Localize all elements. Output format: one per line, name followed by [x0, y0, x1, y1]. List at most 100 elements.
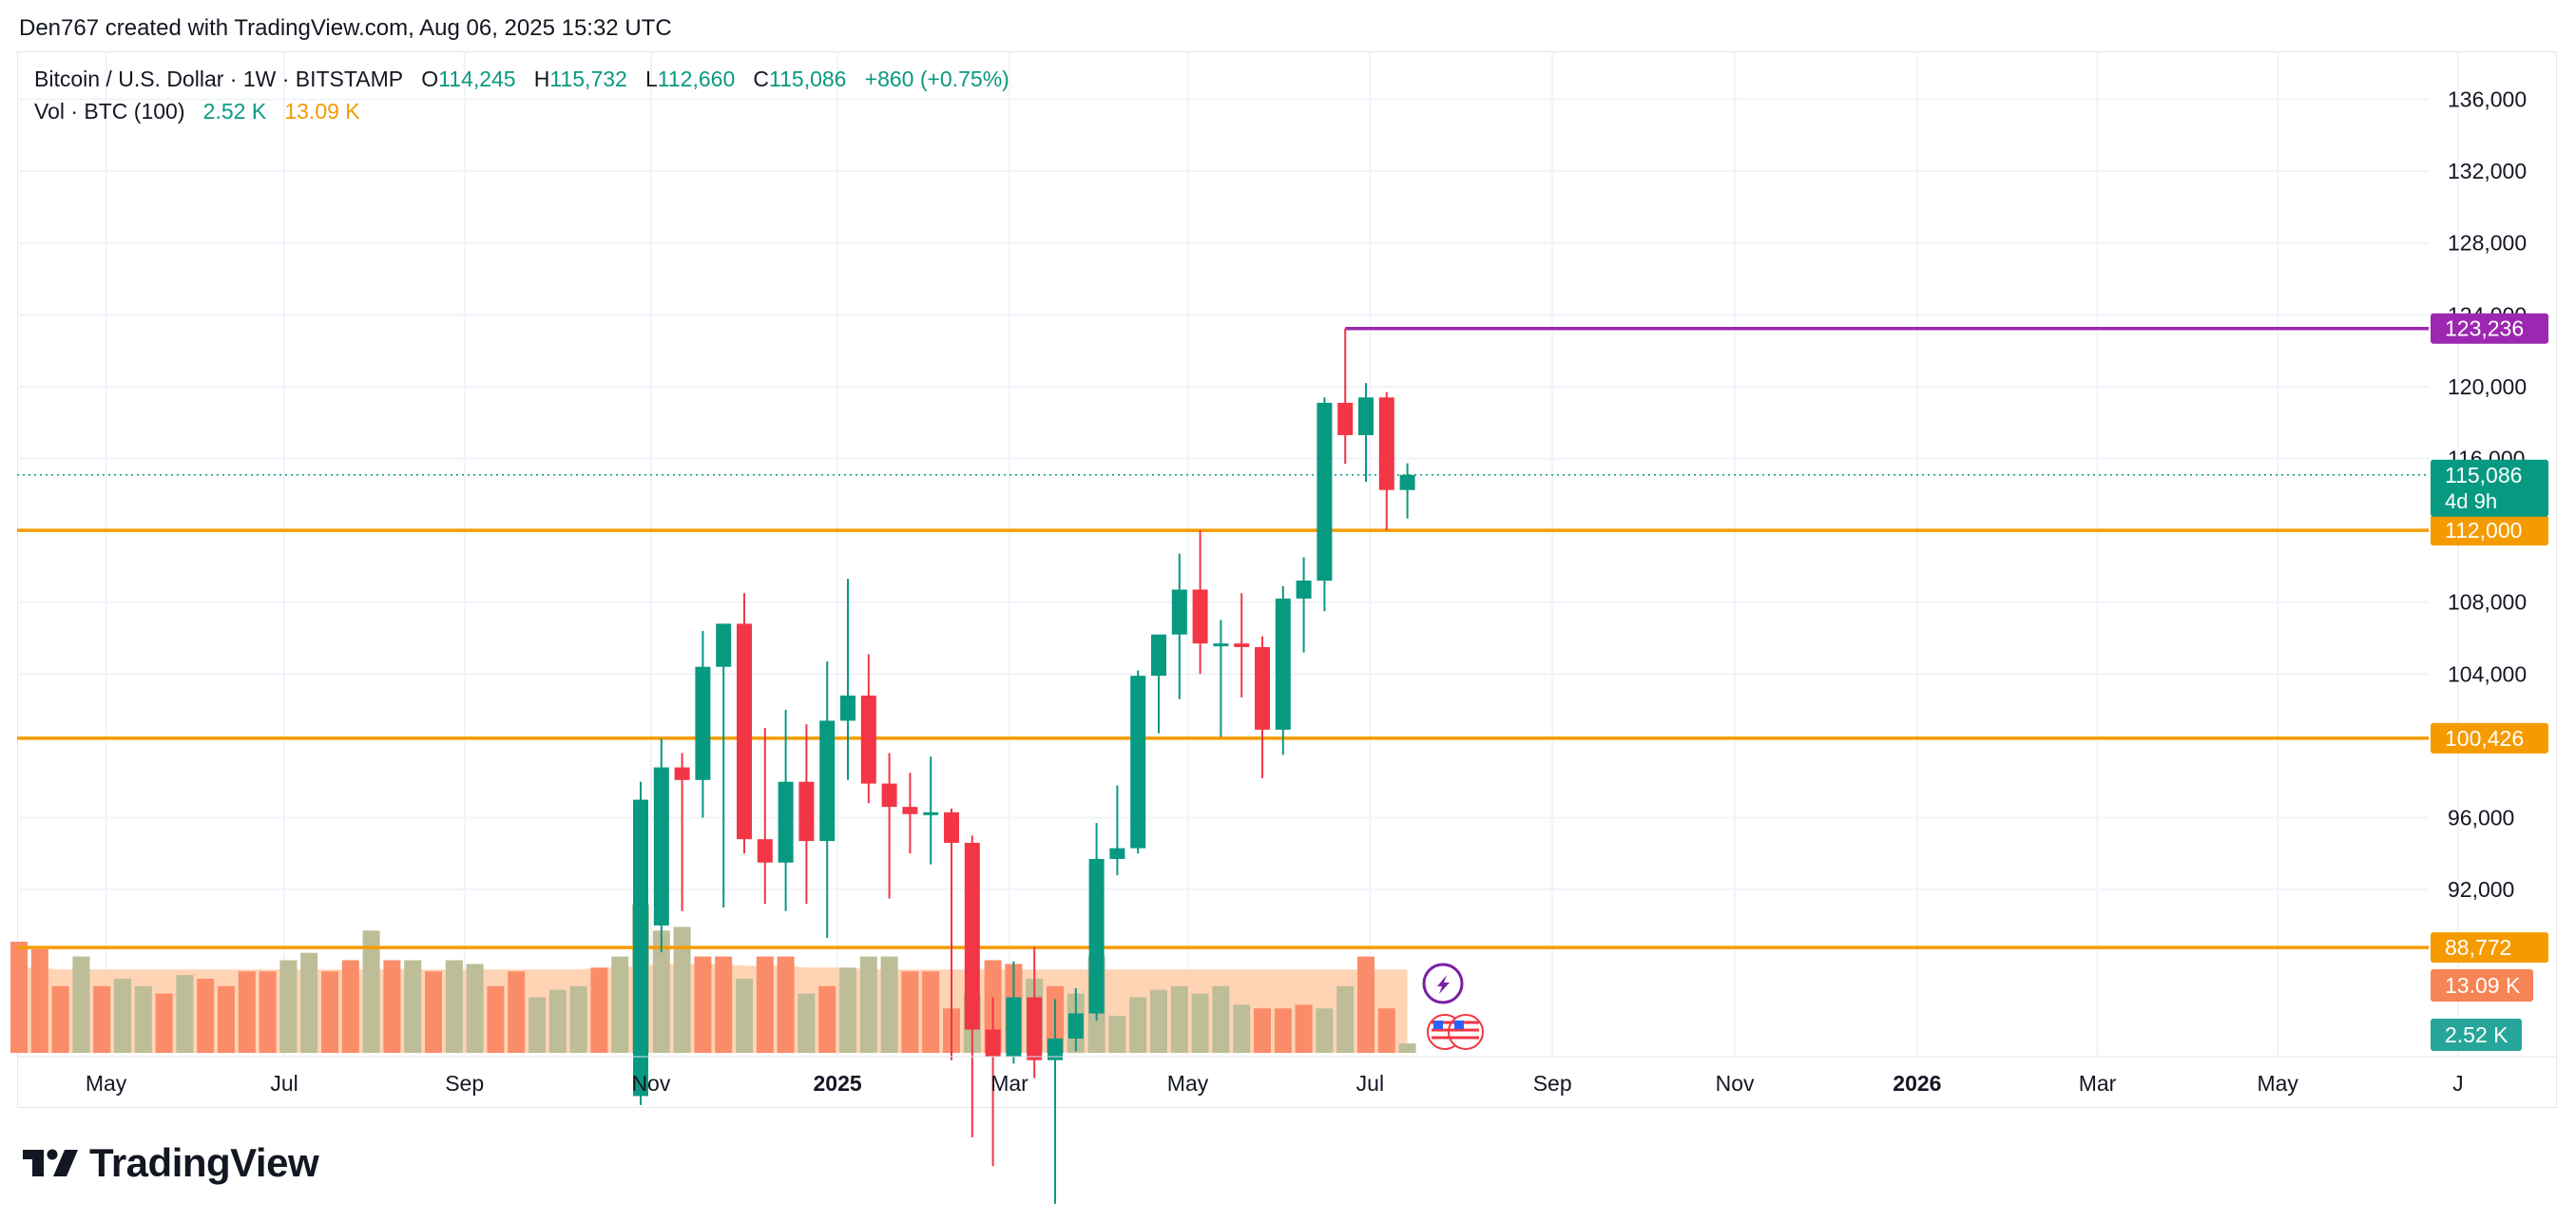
candle — [1234, 593, 1250, 697]
volume-bar — [155, 993, 173, 1053]
price-level-tag-bg — [2431, 313, 2548, 344]
candle — [1067, 988, 1084, 1052]
volume-bar — [922, 971, 940, 1053]
volume-bar — [238, 971, 256, 1053]
legend-symbol[interactable]: Bitcoin / U.S. Dollar · 1W · BITSTAMP — [34, 67, 404, 91]
candle-body — [653, 767, 669, 926]
candle-body — [695, 666, 711, 780]
volume-bar — [859, 956, 877, 1053]
y-tick-label: 120,000 — [2448, 374, 2527, 399]
bar-countdown-tag: 4d 9h — [2445, 489, 2497, 513]
candle-body — [840, 695, 855, 721]
x-tick-label: Nov — [631, 1071, 670, 1096]
candle-body — [778, 781, 794, 863]
candle — [1275, 585, 1291, 755]
volume-bar — [839, 967, 856, 1053]
candle — [860, 654, 876, 804]
candle — [1088, 823, 1105, 1022]
candle — [902, 773, 918, 854]
candle-body — [1048, 1038, 1063, 1060]
candle-body — [757, 839, 773, 863]
candle-body — [716, 623, 732, 667]
x-tick-label: 2025 — [814, 1071, 862, 1096]
candle — [1399, 463, 1415, 519]
volume-bar — [134, 985, 152, 1053]
candle-body — [985, 1029, 1001, 1057]
flag-canton — [1454, 1021, 1464, 1029]
x-tick-label: Sep — [1533, 1071, 1572, 1096]
legend-close-value: 115,086 — [769, 67, 847, 91]
candle — [1109, 785, 1125, 875]
volume-bar — [176, 975, 194, 1053]
candle — [1151, 634, 1166, 734]
event-icons — [1422, 963, 1484, 1050]
volume-legend: Vol · BTC (100) 2.52 K 13.09 K — [34, 99, 360, 124]
volume-bar — [279, 960, 298, 1053]
candle — [1006, 961, 1022, 1064]
volume-bar — [321, 971, 338, 1053]
candle-body — [1399, 474, 1415, 490]
legend-high-label: H — [533, 67, 550, 91]
volume-last-tag: 2.52 K — [2445, 1022, 2509, 1047]
volume-bar — [694, 956, 712, 1053]
candle — [653, 738, 669, 953]
volume-bar — [569, 985, 587, 1053]
grid-lines — [17, 51, 2459, 1057]
volume-bar — [1295, 1004, 1313, 1053]
volume-ma-tag-bg — [2431, 969, 2533, 1002]
price-level-tag-bg — [2431, 722, 2548, 754]
chart-frame — [17, 51, 2557, 1108]
volume-bar — [1357, 956, 1375, 1053]
volume-bar — [1274, 1008, 1292, 1053]
volume-bar — [652, 930, 670, 1053]
candle — [757, 728, 773, 905]
volume-bar — [901, 971, 919, 1053]
candle — [1317, 397, 1333, 612]
candle-body — [1378, 397, 1394, 490]
volume-bar — [1233, 1004, 1251, 1053]
x-tick-label: Sep — [445, 1071, 484, 1096]
candle-body — [1192, 589, 1208, 644]
volume-bar — [736, 979, 753, 1053]
candle-body — [944, 811, 959, 843]
candle-body — [1006, 997, 1022, 1057]
y-tick-label: 136,000 — [2448, 87, 2527, 112]
candle-body — [1088, 858, 1105, 1014]
ohlc-legend: Bitcoin / U.S. Dollar · 1W · BITSTAMP O1… — [34, 67, 1009, 92]
price-level-tag-bg — [2431, 932, 2548, 964]
price-levels — [17, 326, 2429, 949]
volume-bar — [880, 956, 898, 1053]
us-flag-event-icon — [1448, 1014, 1484, 1050]
volume-bar — [1150, 989, 1167, 1053]
x-tick-label: J — [2452, 1071, 2464, 1096]
candle-body — [881, 783, 897, 808]
candle — [633, 781, 648, 1105]
volume-bar — [487, 985, 505, 1053]
volume-bar — [362, 930, 380, 1053]
candle-body — [964, 842, 980, 1030]
tradingview-brand[interactable]: TradingView — [21, 1140, 319, 1186]
candle-body — [1130, 676, 1146, 849]
volume-bar — [590, 967, 608, 1053]
flag-canton — [1433, 1021, 1443, 1029]
volume-bar — [818, 985, 836, 1053]
candle-body — [633, 799, 648, 1097]
volume-bar — [425, 971, 442, 1053]
candle — [1027, 946, 1043, 1079]
volume-bar — [1398, 1043, 1416, 1053]
legend-close-label: C — [753, 67, 770, 91]
candle-body — [1067, 1013, 1084, 1039]
candle-body — [1213, 643, 1229, 647]
candle — [1337, 328, 1354, 465]
volume-bar — [756, 956, 774, 1053]
candle — [923, 756, 939, 865]
candle-body — [1358, 397, 1374, 435]
volume-ma-tag: 13.09 K — [2445, 973, 2521, 998]
candle — [1192, 530, 1208, 675]
candle-body — [1151, 634, 1166, 677]
candle-body — [1296, 581, 1312, 599]
volume-bars — [10, 905, 1416, 1053]
candle-body — [737, 623, 752, 840]
volume-legend-label[interactable]: Vol · BTC (100) — [34, 99, 185, 124]
